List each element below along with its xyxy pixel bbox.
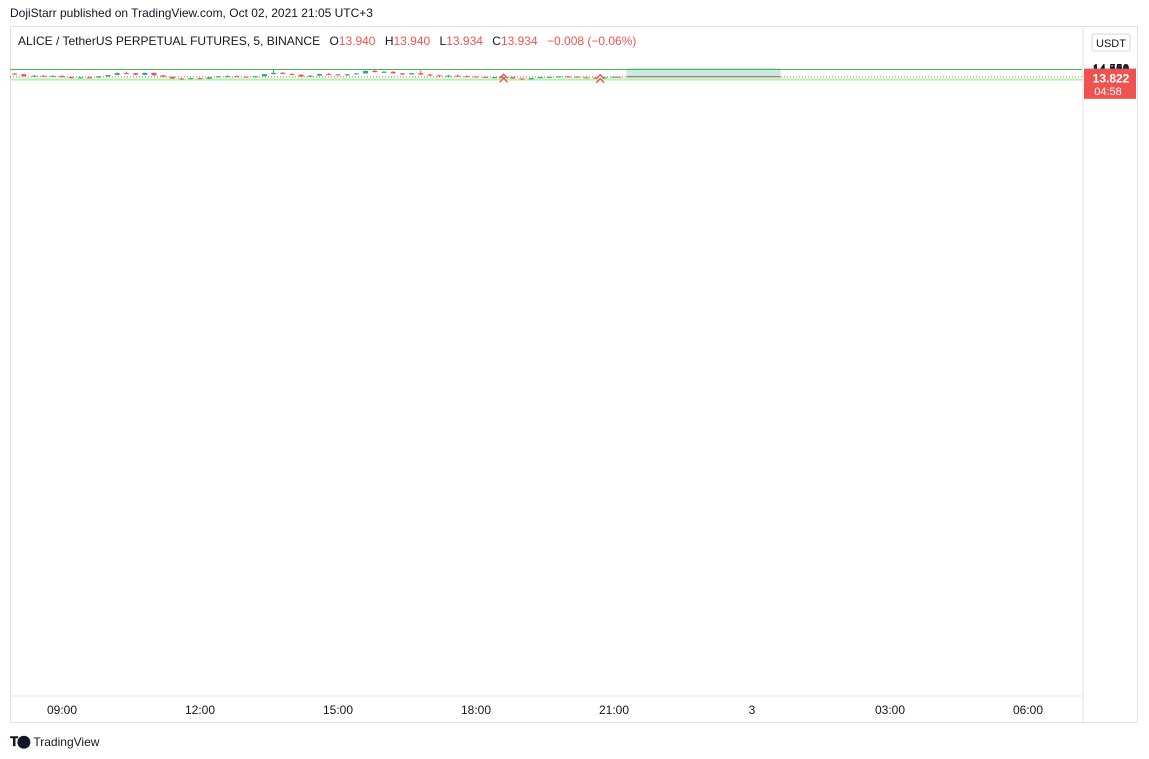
time-tick-label: 18:00 — [461, 703, 491, 717]
candle-body — [142, 72, 148, 75]
high-value: 13.940 — [393, 34, 431, 48]
candle-body — [280, 72, 286, 74]
candle-body — [151, 72, 157, 76]
candle-body — [179, 78, 185, 80]
candle-body — [556, 76, 562, 78]
chart-frame — [10, 26, 1138, 723]
candle-body — [353, 73, 359, 75]
candle-body — [215, 76, 221, 78]
demand-zone — [10, 78, 1082, 81]
candle-body — [12, 73, 18, 75]
candle-body — [114, 73, 120, 75]
published-caption: DojiStarr published on TradingView.com, … — [10, 6, 373, 20]
open-value: 13.940 — [338, 34, 376, 48]
candles-layer — [12, 69, 622, 81]
footer-brand: 𝐓⬤ TradingView — [10, 734, 99, 750]
time-tick-label: 03:00 — [875, 703, 905, 717]
candle-body — [87, 77, 93, 79]
candle-body — [96, 76, 102, 78]
up-arrow-icon — [499, 73, 509, 83]
candle-body — [307, 75, 313, 77]
candle-body — [123, 73, 129, 75]
candle-body — [436, 75, 442, 77]
candle-body — [252, 76, 258, 78]
currency-label: USDT — [1096, 38, 1126, 50]
candle-body — [105, 74, 111, 77]
candle-body — [519, 78, 525, 80]
time-tick-label: 12:00 — [185, 703, 215, 717]
candle-body — [234, 76, 240, 78]
marks-layer — [10, 73, 1082, 84]
candle-body — [344, 74, 350, 76]
candle-body — [418, 73, 424, 75]
candle-body — [271, 72, 277, 75]
candle-body — [261, 74, 267, 77]
candle-body — [363, 70, 369, 74]
candle-body — [390, 71, 396, 74]
candle-body — [491, 77, 497, 79]
up-arrow-icon — [595, 73, 605, 84]
candle-body — [482, 76, 488, 78]
candle-body — [50, 75, 56, 77]
high-label: H — [384, 34, 394, 48]
symbol-title: ALICE / TetherUS PERPETUAL FUTURES, 5, B… — [18, 34, 321, 48]
brand-name: TradingView — [33, 735, 100, 749]
low-label: L — [439, 34, 447, 48]
target-zone — [626, 68, 781, 77]
candle-body — [21, 74, 27, 77]
candle-body — [593, 77, 599, 79]
candle-body — [547, 76, 553, 78]
time-tick-label: 06:00 — [1013, 703, 1043, 717]
low-value: 13.934 — [446, 34, 483, 48]
candle-body — [160, 75, 166, 77]
candle-body — [455, 75, 461, 77]
time-tick-label: 21:00 — [599, 703, 629, 717]
open-label: O — [329, 34, 339, 48]
candle-body — [188, 78, 194, 80]
close-value: 13.934 — [500, 34, 538, 48]
candle-body — [133, 73, 139, 75]
candle-body — [225, 76, 231, 78]
zones-layer — [10, 68, 1082, 81]
candle-body — [616, 76, 622, 78]
candle-body — [409, 73, 415, 75]
candle-body — [381, 71, 387, 73]
candle-body — [206, 77, 212, 79]
candle-body — [298, 74, 304, 77]
candle-body — [41, 75, 47, 77]
candle-body — [243, 76, 249, 78]
time-axis: 09:00 12:00 15:00 18:00 21:00 3 03:00 06:00 — [47, 703, 1043, 717]
candle-body — [335, 74, 341, 76]
candle-body — [289, 73, 295, 75]
candle-body — [68, 77, 74, 79]
tradingview-logo-icon: 𝐓⬤ — [10, 734, 30, 749]
time-tick-label: 15:00 — [323, 703, 353, 717]
price-axis: 14.55014.50014.45014.40014.35014.30014.2… — [10, 26, 1136, 722]
time-tick-label: 09:00 — [47, 703, 77, 717]
chart-legend: ALICE / TetherUS PERPETUAL FUTURES, 5, B… — [18, 34, 636, 48]
candle-body — [317, 73, 323, 76]
candle-body — [31, 75, 37, 77]
candle-body — [427, 74, 433, 76]
countdown-label: 04:58 — [1094, 86, 1122, 98]
candle-body — [399, 73, 405, 75]
candle-body — [326, 73, 332, 75]
stop-price-label: 13.822 — [1093, 71, 1130, 85]
candle-body — [169, 76, 175, 79]
currency-badge — [1091, 33, 1131, 52]
change-value: −0.008 (−0.06%) — [547, 34, 637, 48]
stop-price-badge — [1084, 70, 1136, 87]
candle-body — [445, 75, 451, 77]
candle-body — [528, 78, 534, 80]
time-tick-label: 3 — [749, 703, 756, 717]
stop-zone — [626, 76, 781, 79]
candle-body — [197, 78, 203, 80]
candle-body — [372, 70, 378, 73]
close-label: C — [492, 34, 501, 48]
candle-body — [77, 77, 83, 79]
